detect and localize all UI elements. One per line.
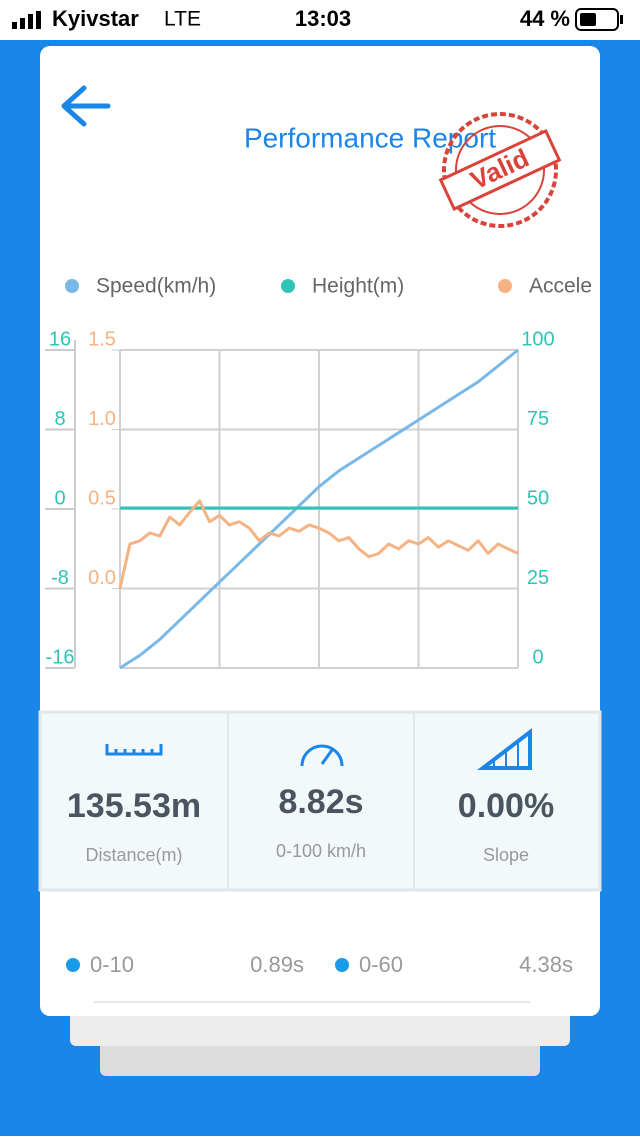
y3-tick-label: 0.5 bbox=[88, 487, 116, 509]
status-bar bbox=[0, 0, 640, 40]
y-tick-label: -16 bbox=[46, 646, 75, 668]
legend-dot bbox=[498, 279, 512, 293]
y2-tick-label: 75 bbox=[527, 408, 549, 430]
battery-icon bbox=[575, 8, 623, 31]
y2-tick-label: 0 bbox=[532, 646, 543, 668]
stat-value: 8.82s bbox=[278, 783, 363, 821]
y2-tick-label: 50 bbox=[527, 487, 549, 509]
valid-stamp: Valid bbox=[438, 112, 562, 228]
split-label: 0-10 bbox=[90, 952, 134, 977]
speedometer-icon bbox=[300, 744, 344, 767]
stats-panel bbox=[38, 710, 602, 892]
legend-dot bbox=[65, 279, 79, 293]
y3-tick-label: 0.0 bbox=[88, 567, 116, 589]
y3-tick-label: 1.5 bbox=[88, 328, 116, 350]
stat-label: Slope bbox=[483, 845, 529, 865]
legend-label: Speed(km/h) bbox=[96, 275, 216, 298]
y-tick-label: -8 bbox=[51, 567, 69, 589]
legend-dot bbox=[281, 279, 295, 293]
ruler-icon bbox=[105, 744, 163, 756]
stat-value: 0.00% bbox=[458, 787, 554, 825]
legend-label: Height(m) bbox=[312, 275, 404, 298]
stat-value: 135.53m bbox=[67, 787, 201, 825]
y2-tick-label: 25 bbox=[527, 567, 549, 589]
legend-label: Accele bbox=[529, 275, 592, 298]
series-line bbox=[119, 348, 519, 670]
y-tick-label: 16 bbox=[49, 328, 71, 350]
signal bbox=[12, 11, 41, 29]
y3-tick-label: 1.0 bbox=[88, 408, 116, 430]
stat-label: Distance(m) bbox=[85, 845, 182, 865]
split-label: 0-60 bbox=[359, 952, 403, 977]
y-tick-label: 0 bbox=[54, 487, 65, 509]
series-line bbox=[118, 499, 519, 589]
stat-label: 0-100 km/h bbox=[276, 841, 366, 861]
y2-tick-label: 100 bbox=[521, 328, 554, 350]
split-dot bbox=[66, 958, 80, 972]
split-time: 4.38s bbox=[519, 952, 573, 977]
y-tick-label: 8 bbox=[54, 408, 65, 430]
time: 13:03 bbox=[295, 6, 351, 31]
split-time: 0.89s bbox=[250, 952, 304, 977]
page-title: Performance Report bbox=[244, 122, 496, 153]
back-button[interactable] bbox=[61, 85, 111, 127]
carrier: Kyivstar bbox=[52, 6, 139, 31]
split-dot bbox=[335, 958, 349, 972]
network: LTE bbox=[164, 8, 201, 31]
battery-level: 44 % bbox=[520, 6, 570, 31]
slope-icon bbox=[477, 727, 532, 770]
